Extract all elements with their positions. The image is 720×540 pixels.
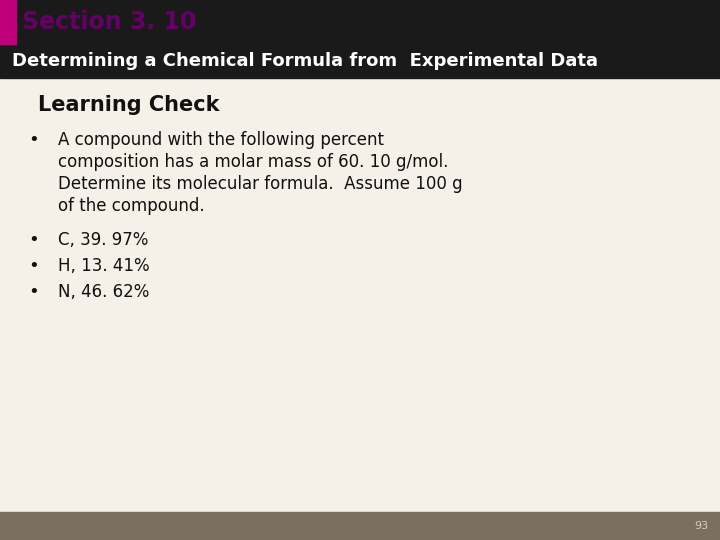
Text: H, 13. 41%: H, 13. 41% <box>58 257 150 275</box>
Text: •: • <box>28 283 39 301</box>
Text: Determining a Chemical Formula from  Experimental Data: Determining a Chemical Formula from Expe… <box>12 52 598 70</box>
Text: Learning Check: Learning Check <box>38 95 220 115</box>
Text: •: • <box>28 231 39 249</box>
Text: Section 3. 10: Section 3. 10 <box>22 10 197 34</box>
Bar <box>0 512 720 540</box>
Text: •: • <box>28 131 39 149</box>
Bar <box>0 0 16 44</box>
Text: N, 46. 62%: N, 46. 62% <box>58 283 149 301</box>
Text: 93: 93 <box>694 521 708 531</box>
Text: A compound with the following percent: A compound with the following percent <box>58 131 384 149</box>
Bar <box>0 44 720 78</box>
Text: Determine its molecular formula.  Assume 100 g: Determine its molecular formula. Assume … <box>58 175 463 193</box>
Text: •: • <box>28 257 39 275</box>
Text: composition has a molar mass of 60. 10 g/mol.: composition has a molar mass of 60. 10 g… <box>58 153 449 171</box>
Text: C, 39. 97%: C, 39. 97% <box>58 231 148 249</box>
Text: of the compound.: of the compound. <box>58 197 204 215</box>
Bar <box>0 0 720 44</box>
